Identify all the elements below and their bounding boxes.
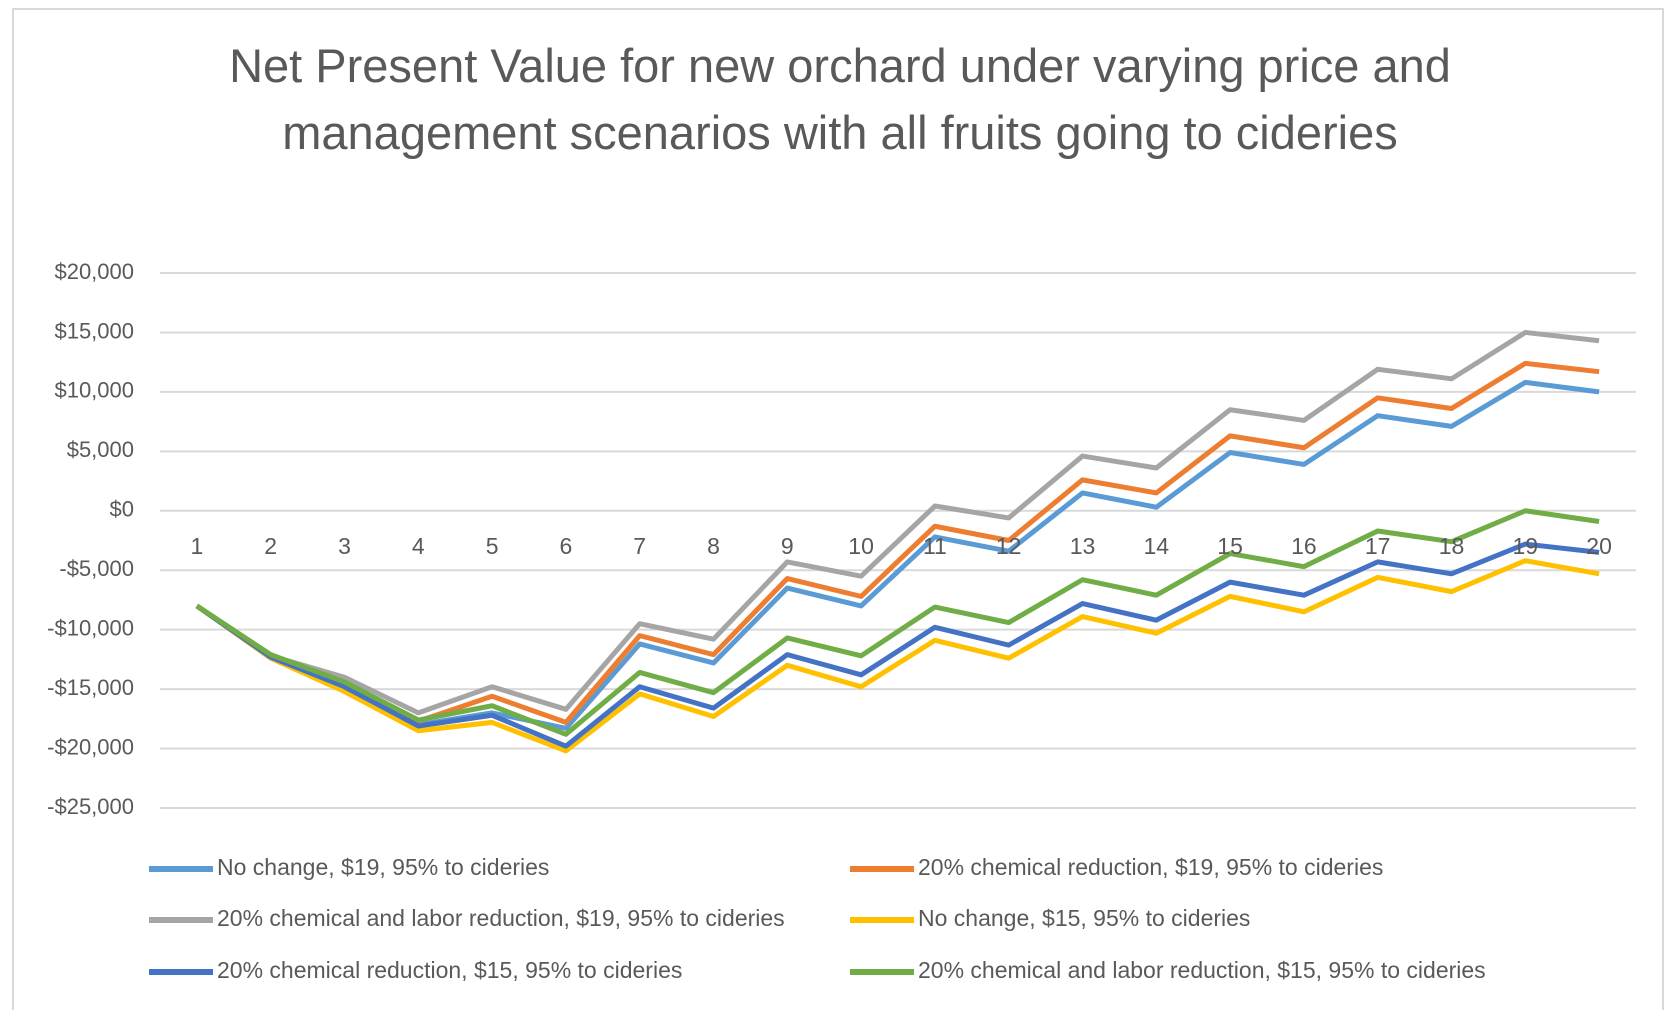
- y-tick-label: -$10,000: [47, 615, 134, 640]
- x-tick-label: 16: [1291, 533, 1317, 559]
- series-line: [195, 508, 1600, 737]
- chart-border: [12, 8, 1664, 1010]
- x-tick-label: 18: [1439, 533, 1465, 559]
- x-tick-label: 13: [1070, 533, 1096, 559]
- x-tick-label: 3: [338, 533, 351, 559]
- x-tick-label: 7: [633, 533, 646, 559]
- y-tick-label: -$15,000: [47, 675, 134, 700]
- y-tick-label: $5,000: [67, 437, 134, 462]
- y-tick-label: -$5,000: [59, 556, 134, 581]
- x-tick-label: 9: [781, 533, 794, 559]
- series-line: [195, 329, 1600, 716]
- series-line: [195, 558, 1600, 754]
- x-tick-label: 10: [848, 533, 874, 559]
- x-tick-label: 2: [264, 533, 277, 559]
- x-tick-label: 6: [560, 533, 573, 559]
- legend-label: 20% chemical and labor reduction, $19, 9…: [217, 905, 785, 931]
- x-tick-label: 12: [996, 533, 1022, 559]
- x-tick-label: 11: [923, 533, 947, 559]
- x-tick-label: 19: [1513, 533, 1539, 559]
- chart-title: Net Present Value for new orchard under …: [229, 39, 1451, 159]
- x-tick-label: 5: [486, 533, 499, 559]
- x-tick-label: 15: [1217, 533, 1243, 559]
- legend-label: No change, $15, 95% to cideries: [918, 905, 1250, 931]
- series-line: [195, 541, 1600, 749]
- legend-label: 20% chemical and labor reduction, $15, 9…: [918, 957, 1486, 983]
- x-tick-label: 14: [1144, 533, 1170, 559]
- x-tick-label: 1: [191, 533, 204, 559]
- x-tick-label: 8: [707, 533, 720, 559]
- y-tick-label: $10,000: [54, 378, 134, 403]
- x-tick-label: 20: [1586, 533, 1612, 559]
- y-tick-label: -$20,000: [47, 734, 134, 759]
- legend-label: No change, $19, 95% to cideries: [217, 854, 549, 880]
- y-tick-label: $20,000: [54, 259, 134, 284]
- y-tick-label: -$25,000: [47, 794, 134, 819]
- legend-label: 20% chemical reduction, $15, 95% to cide…: [217, 957, 682, 983]
- y-tick-label: $0: [110, 497, 134, 522]
- y-tick-label: $15,000: [54, 318, 134, 343]
- x-tick-label: 4: [412, 533, 425, 559]
- legend-label: 20% chemical reduction, $19, 95% to cide…: [918, 854, 1383, 880]
- x-tick-label: 17: [1365, 533, 1391, 559]
